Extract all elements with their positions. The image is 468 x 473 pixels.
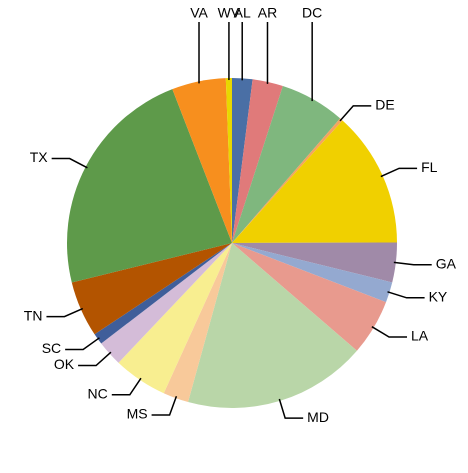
slice-label: LA (411, 328, 429, 344)
leader-line (278, 398, 304, 419)
leader-line (339, 105, 372, 122)
leader-line (371, 326, 408, 338)
slice-label: WV (218, 5, 241, 21)
slice-label: MD (307, 409, 329, 425)
leader-line (111, 377, 142, 396)
pie-slice (225, 78, 232, 243)
pie-slice (163, 243, 232, 403)
pie-slice (232, 86, 341, 243)
leader-line (380, 167, 418, 178)
slice-label: KY (429, 289, 448, 305)
leader-line (46, 307, 84, 318)
pie-slice (232, 78, 253, 243)
slice-label: SC (42, 340, 61, 356)
slice-label: VA (190, 5, 208, 21)
slice-label: MS (127, 406, 148, 422)
slice-label: FL (421, 159, 438, 175)
pie-slice (232, 79, 283, 243)
pie-slice (172, 78, 232, 244)
leader-line (51, 157, 88, 169)
slice-label: TX (30, 149, 49, 165)
leader-line (387, 291, 425, 299)
pie-slice (232, 242, 397, 283)
leader-line (65, 337, 100, 351)
leader-line (393, 261, 432, 266)
pie-slice (67, 89, 232, 283)
pie-slice (188, 243, 357, 408)
leader-line (78, 351, 112, 367)
slice-label: GA (436, 255, 457, 271)
pie-slice (232, 243, 387, 351)
pie-slice (232, 118, 343, 243)
slice-label: DC (302, 5, 322, 21)
slice-label: NC (88, 386, 108, 402)
slice-label: AL (234, 5, 251, 21)
pie-slice (232, 243, 393, 303)
slice-label: TN (24, 307, 43, 323)
pie-slice (71, 243, 232, 335)
pie-slice (118, 243, 232, 394)
pie-slice (232, 120, 397, 243)
leader-line (151, 395, 178, 416)
pie-slice (94, 243, 232, 344)
pie-slice (101, 243, 232, 363)
slice-label: AR (258, 5, 277, 21)
slice-label: OK (54, 356, 75, 372)
slice-label: DE (375, 97, 394, 113)
